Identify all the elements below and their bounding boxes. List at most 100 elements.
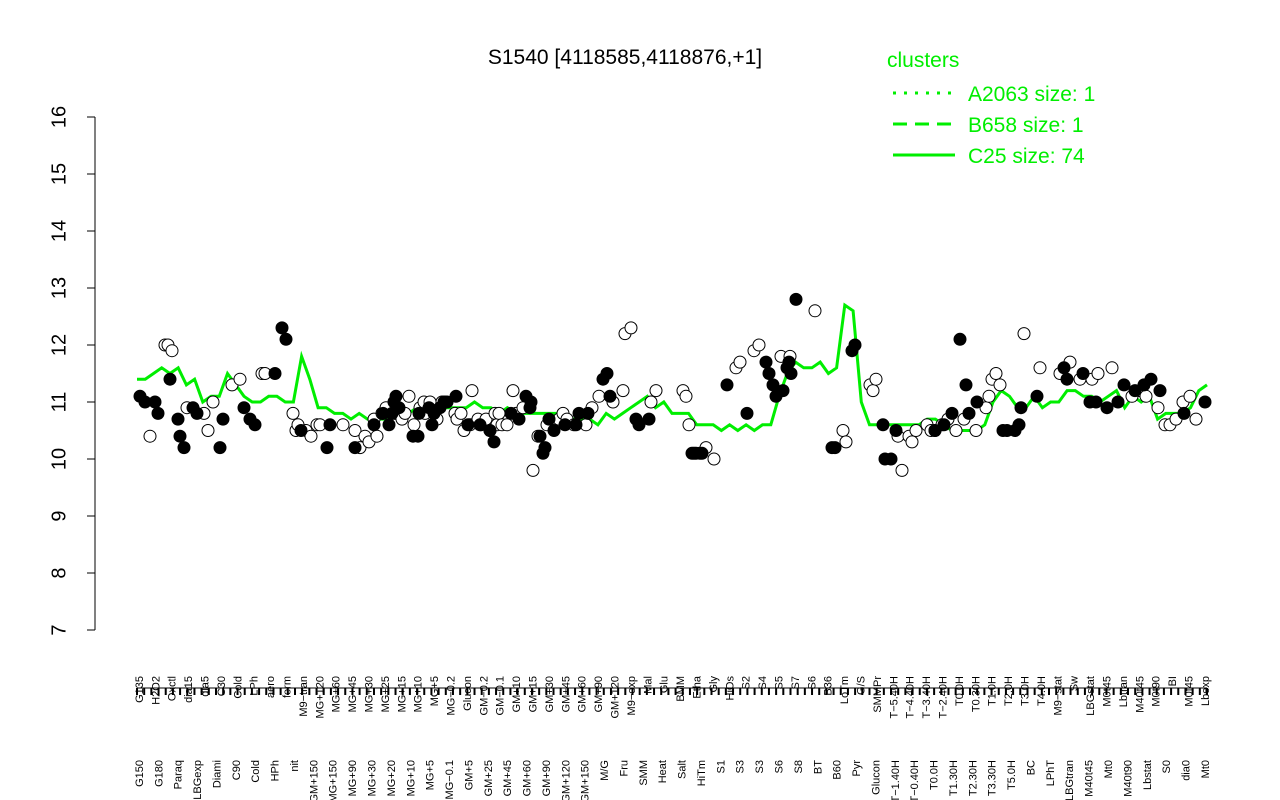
x-tick-label: LBGexp	[192, 760, 204, 800]
x-tick-label: MG+150	[328, 760, 340, 800]
x-tick-label: S7	[790, 676, 802, 689]
y-tick-label: 15	[48, 163, 70, 185]
x-tick-label: GM+150	[580, 760, 592, 800]
data-point-open	[465, 384, 479, 398]
y-tick-label: 12	[48, 334, 70, 356]
x-tick-label: Diami	[211, 760, 223, 788]
x-tick-label: T4.0H	[1036, 676, 1048, 706]
data-point-filled	[294, 424, 308, 437]
data-point-open	[752, 338, 766, 352]
x-tick-label: HPh	[270, 760, 282, 781]
x-tick-label: Mal	[642, 676, 654, 694]
data-point-filled	[148, 395, 162, 409]
data-point-open	[348, 424, 362, 437]
data-point-filled	[425, 418, 439, 432]
data-point-filled	[776, 384, 790, 398]
data-point-filled	[762, 367, 776, 380]
data-point-open	[869, 372, 883, 386]
x-tick-label: LPhT	[1045, 760, 1057, 787]
x-tick-label: GM+45	[502, 760, 514, 796]
data-point-filled	[642, 412, 656, 426]
data-point-filled	[1014, 401, 1028, 415]
x-tick-label: C30	[216, 676, 228, 696]
x-tick-label: GM+120	[610, 676, 622, 719]
data-point-filled	[695, 446, 709, 460]
x-tick-label: MG−0.2	[446, 676, 458, 715]
data-point-open	[989, 367, 1003, 380]
data-point-filled	[392, 401, 406, 415]
data-point-open	[370, 429, 384, 443]
data-point-filled	[782, 355, 796, 369]
data-point-filled	[848, 338, 862, 352]
data-point-filled	[953, 332, 967, 346]
data-point-filled	[558, 418, 572, 432]
x-tick-label: S0	[1161, 760, 1173, 773]
x-tick-label: GM−0.2	[478, 676, 490, 715]
data-point-open	[143, 429, 157, 443]
data-point-filled	[970, 395, 984, 409]
x-tick-label: T1.0H	[987, 676, 999, 706]
data-point-open	[1033, 361, 1047, 375]
data-point-filled	[889, 424, 903, 437]
x-tick-label: BC	[1025, 760, 1037, 775]
data-point-filled	[937, 418, 951, 432]
data-point-filled	[389, 389, 403, 403]
legend: clusters A2063 size: 1 B658 size: 1 C25 si…	[887, 49, 1095, 168]
data-point-filled	[151, 406, 165, 420]
data-point-open	[909, 424, 923, 437]
x-tick-label: GM+25	[483, 760, 495, 796]
data-point-open	[616, 384, 630, 398]
x-tick-label: T2.0H	[1003, 676, 1015, 706]
x-tick-label: S6	[774, 760, 786, 773]
x-tick-label: G/S	[856, 676, 868, 695]
data-point-open	[905, 435, 919, 449]
data-point-open	[982, 389, 996, 403]
x-tick-label: M40t45	[1084, 760, 1096, 797]
legend-title: clusters	[887, 49, 959, 72]
y-axis: 7 8 9 10 11 12 13 14 15 16	[48, 106, 96, 636]
data-point-open	[895, 463, 909, 477]
data-point-filled	[632, 418, 646, 432]
data-point-open	[1189, 412, 1203, 426]
data-point-filled	[1111, 395, 1125, 409]
data-point-filled	[1089, 395, 1103, 409]
x-tick-label: M0t45	[1184, 676, 1196, 707]
x-tick-label: GM+30	[544, 676, 556, 712]
x-tick-label: Gly	[708, 676, 720, 693]
data-point-open	[1183, 389, 1197, 403]
data-point-filled	[1030, 389, 1044, 403]
x-tick-label: dia5	[200, 676, 212, 697]
x-tick-label: S5	[774, 676, 786, 689]
data-point-open	[492, 406, 506, 420]
x-tick-label: Mt0	[1103, 760, 1115, 778]
x-tick-label: nit	[289, 760, 301, 772]
data-point-open	[682, 418, 696, 432]
x-tick-label: MG+45	[347, 676, 359, 712]
data-point-filled	[237, 401, 251, 415]
x-tick-label: GM+5	[463, 760, 475, 790]
data-point-filled	[1177, 406, 1191, 420]
data-point-filled	[275, 321, 289, 335]
x-tick-label: Lbexp	[1200, 676, 1212, 706]
x-tick-label: M0t45	[1102, 676, 1114, 707]
data-point-filled	[524, 395, 538, 409]
data-point-filled	[533, 429, 547, 443]
x-tick-label: ferm	[282, 676, 294, 698]
x-tick-label: Lbtran	[1118, 676, 1130, 707]
x-tick-label: T0.30H	[970, 676, 982, 712]
x-tick-label: HiOs	[724, 676, 736, 701]
x-tick-label: Glucon	[870, 760, 882, 795]
data-point-filled	[190, 406, 204, 420]
x-tick-label: MG+120	[314, 676, 326, 719]
data-point-filled	[248, 418, 262, 432]
data-point-filled	[547, 424, 561, 437]
data-point-filled	[884, 452, 898, 466]
x-tick-label: Salt	[677, 760, 689, 779]
data-point-open	[402, 389, 416, 403]
legend-entry-label: C25 size: 74	[968, 145, 1085, 168]
data-point-filled	[1012, 418, 1026, 432]
data-point-filled	[412, 406, 426, 420]
x-tick-label: MG+60	[331, 676, 343, 712]
x-tick-label: T−1.40H	[890, 760, 902, 800]
